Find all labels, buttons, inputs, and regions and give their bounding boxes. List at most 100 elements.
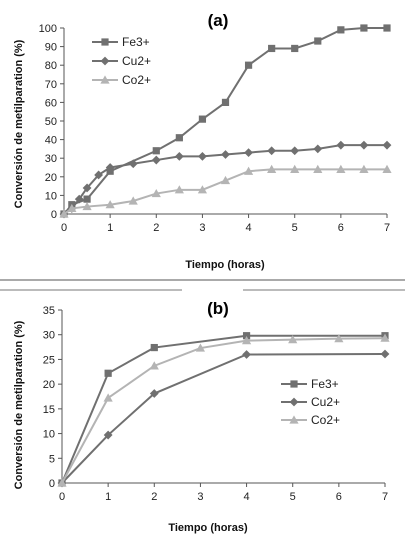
data-point [149,361,159,370]
data-point [174,185,184,194]
chart-panel-a: (a) Conversión de metilparation (%) Tiem… [13,11,392,271]
y-tick-label: 0 [51,209,57,221]
y-tick-label: 35 [43,305,55,317]
data-point [336,164,346,173]
data-point [152,147,160,155]
data-point [83,195,91,203]
data-point [380,333,390,342]
series-line-2 [61,337,386,484]
y-tick-label: 20 [43,379,55,391]
data-point [103,430,113,440]
legend-entry: Cu2+ [122,54,151,68]
x-tick-label: 1 [107,222,113,234]
x-tick-label: 6 [336,491,342,503]
series-line-0 [61,334,385,484]
data-point [105,163,115,172]
data-point [105,200,115,209]
y-tick-label: 100 [39,23,57,35]
data-point [220,175,231,185]
y-axis-label: Conversión de metilparation (%) [13,39,25,208]
y-tick-label: 60 [45,97,57,109]
legend-entry: Fe3+ [122,35,150,49]
x-tick-label: 6 [338,222,344,234]
legend-marker [101,38,109,46]
x-tick-label: 5 [292,222,298,234]
x-tick-label: 4 [244,491,250,503]
data-point [151,188,161,198]
legend-entry: Fe3+ [311,377,339,391]
data-point [150,343,158,352]
y-tick-label: 50 [45,116,57,128]
x-tick-label: 3 [199,222,205,234]
data-point [360,24,368,32]
y-tick-label: 10 [45,190,57,202]
data-point [291,44,299,53]
data-point [198,151,207,161]
data-point [151,155,161,165]
series-line-2 [63,168,387,215]
data-point [336,140,346,150]
data-point [103,393,113,402]
x-tick-label: 2 [151,491,157,503]
y-tick-label: 15 [43,404,55,416]
legend-marker [289,415,299,424]
data-point [198,115,207,123]
data-point [104,369,112,377]
data-point [334,334,344,343]
legend-marker [289,397,299,407]
y-tick-label: 30 [43,330,55,342]
data-point [244,148,253,158]
data-point [290,146,300,156]
x-tick-label: 7 [382,491,388,503]
chart-panel-b: (b) Conversión de metilparation (%) Tiem… [13,299,390,534]
x-axis-label: Tiempo (horas) [185,259,265,271]
data-point [359,140,369,150]
data-point [288,335,298,344]
y-tick-label: 25 [43,354,55,366]
data-point [57,478,67,487]
legend-marker [290,380,298,388]
legend-marker [100,75,110,84]
y-tick-label: 30 [45,153,57,165]
legend-entry: Cu2+ [311,395,340,409]
data-point [94,170,104,180]
data-point [242,350,251,359]
data-point [290,164,300,173]
legend-entry: Co2+ [311,413,340,427]
data-point [313,164,323,173]
y-tick-label: 0 [49,478,55,490]
data-point [243,166,254,175]
data-point [380,349,390,359]
chart-title: (a) [208,11,229,30]
data-point [383,24,391,32]
data-point [175,134,183,142]
data-point [221,98,230,106]
x-tick-label: 4 [246,222,252,234]
x-tick-label: 1 [105,491,111,503]
x-tick-label: 3 [197,491,203,503]
y-tick-label: 5 [49,453,55,465]
data-point [74,194,84,204]
legend-entry: Co2+ [122,73,151,87]
data-point [195,343,206,352]
y-tick-label: 90 [45,42,57,54]
series-line-0 [63,27,387,215]
x-tick-label: 2 [153,222,159,234]
x-axis-label: Tiempo (horas) [168,522,248,534]
data-point [382,140,392,150]
data-point [241,336,252,345]
data-point [82,201,92,211]
data-point [314,37,322,45]
y-axis-label: Conversión de metilparation (%) [13,320,25,489]
data-point [267,146,277,156]
data-point [221,150,230,159]
data-point [59,209,69,218]
data-point [128,196,138,205]
data-point [337,26,345,34]
x-tick-label: 7 [384,222,390,234]
data-point [242,332,251,340]
x-tick-label: 0 [61,222,67,234]
data-point [174,151,184,161]
x-tick-label: 5 [290,491,296,503]
